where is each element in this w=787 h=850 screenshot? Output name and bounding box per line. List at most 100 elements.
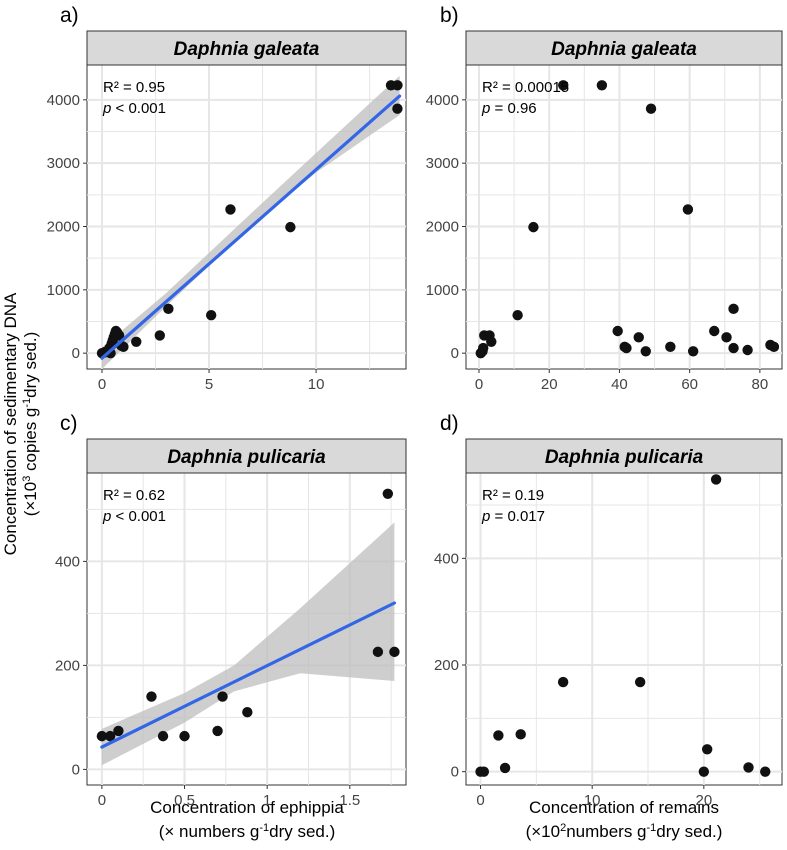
facet-strip (465, 30, 783, 66)
panel-label: c) (60, 412, 78, 435)
r-squared-label: R² = 0.95 (103, 79, 165, 96)
x-tick-label: 5 (205, 376, 213, 393)
x-tick-label: 0 (475, 376, 483, 393)
data-point (131, 336, 142, 347)
x-tick-label: 10 (308, 376, 325, 393)
y-tick-label: 2000 (426, 219, 459, 236)
axis-ticks: 0 20 40 60 80 0 1000 2000 3000 4000 (426, 92, 769, 393)
x-axis-title-left-line1: Concentration of ephippia (150, 798, 344, 817)
data-point (179, 730, 190, 742)
stats-annotation: R² = 0.95 p < 0.001 (102, 79, 166, 117)
data-point (118, 341, 129, 353)
data-point (389, 646, 400, 658)
y-tick-label: 4000 (47, 92, 80, 109)
x-tick-label: 10 (584, 792, 601, 809)
r-squared-label: R² = 0.62 (103, 487, 165, 504)
data-point (499, 762, 511, 774)
data-point (217, 691, 228, 702)
y-tick-label: 1000 (426, 282, 459, 299)
y-tick-label: 4000 (426, 92, 459, 109)
data-point (710, 474, 722, 485)
y-tick-label: 3000 (426, 155, 459, 172)
data-point (742, 344, 753, 356)
r-squared-label: R² = 0.00015 (482, 79, 569, 96)
x-tick-label: 20 (541, 376, 558, 393)
y-tick-label: 400 (55, 553, 80, 570)
data-point (634, 676, 646, 688)
p-value-label: p < 0.001 (102, 508, 166, 525)
y-axis-title-line1: Concentration of sedimentary DNA (1, 292, 20, 555)
p-value-label: p = 0.96 (481, 100, 537, 117)
confidence-band (101, 75, 400, 369)
axis-ticks: 0 5 10 0 1000 2000 3000 4000 (47, 92, 325, 393)
p-value-label: p < 0.001 (102, 100, 166, 117)
y-tick-label: 1000 (47, 282, 80, 299)
plot-layers (475, 80, 780, 359)
data-point (157, 730, 169, 742)
x-tick-label: 1.5 (339, 792, 360, 809)
y-tick-label: 2000 (47, 219, 80, 236)
data-point (612, 325, 623, 337)
data-point (709, 325, 720, 337)
data-point (687, 346, 699, 357)
data-point (728, 303, 739, 315)
data-points (96, 488, 400, 742)
y-tick-label: 0 (451, 345, 459, 362)
data-point (113, 330, 125, 341)
data-point (596, 80, 608, 91)
plot-layers (96, 75, 403, 369)
x-tick-label: 0 (98, 792, 106, 809)
panel-c: Daphnia pulicaria c) 0 0.5 1 1.5 0 200 400 R² = 0… (55, 412, 407, 809)
data-point (205, 309, 217, 321)
x-tick-label: 0.5 (174, 792, 195, 809)
data-point (382, 488, 394, 499)
facet-strip (86, 30, 407, 66)
x-tick-label: 20 (695, 792, 712, 809)
panel-b: Daphnia galeata b) 0 20 40 60 80 0 1000 2000 3000 4… (426, 4, 783, 393)
facet-title: Daphnia pulicaria (167, 447, 326, 468)
y-axis-title: Concentration of sedimentary DNA (×103 c… (1, 292, 40, 555)
data-point (633, 332, 644, 343)
plot-layers (96, 488, 400, 766)
data-point (665, 341, 676, 353)
data-point (528, 221, 539, 233)
data-point (285, 221, 296, 233)
x-tick-label: 0 (98, 376, 106, 393)
data-point (558, 80, 569, 91)
data-point (768, 341, 780, 353)
panel-a: Daphnia galeata a) 0 5 10 0 1000 2000 3000 4000 R²… (47, 4, 407, 393)
y-tick-label: 200 (434, 657, 459, 674)
panel-label: b) (440, 4, 459, 27)
data-point (698, 766, 710, 777)
data-point (701, 744, 713, 755)
data-point (113, 725, 124, 737)
facet-title: Daphnia galeata (174, 39, 320, 60)
data-point (225, 204, 236, 215)
x-axis-title-right-line1: Concentration of remains (529, 798, 719, 817)
x-tick-label: 40 (611, 376, 628, 393)
data-point (105, 347, 116, 359)
stats-annotation: R² = 0.19 p = 0.017 (481, 487, 545, 525)
y-tick-label: 0 (451, 764, 459, 781)
confidence-band (101, 522, 395, 766)
data-point (146, 691, 157, 702)
x-tick-label: 1 (263, 792, 271, 809)
x-tick-label: 80 (752, 376, 769, 393)
data-point (104, 730, 116, 742)
data-point (478, 766, 490, 777)
data-point (682, 204, 694, 215)
x-axis-title-left-line2: (× numbers g-1dry sed.) (159, 822, 336, 841)
data-point (392, 80, 403, 91)
data-point (728, 342, 739, 354)
panel-label: d) (440, 412, 459, 435)
data-point (163, 303, 174, 315)
data-point (743, 762, 754, 773)
data-point (242, 707, 253, 718)
r-squared-label: R² = 0.19 (482, 487, 544, 504)
axis-ticks: 0 0.5 1 1.5 0 200 400 (55, 553, 360, 809)
data-point (96, 730, 108, 742)
x-axis-title-left: Concentration of ephippia (× numbers g-1… (150, 798, 344, 841)
gridlines (466, 473, 782, 785)
